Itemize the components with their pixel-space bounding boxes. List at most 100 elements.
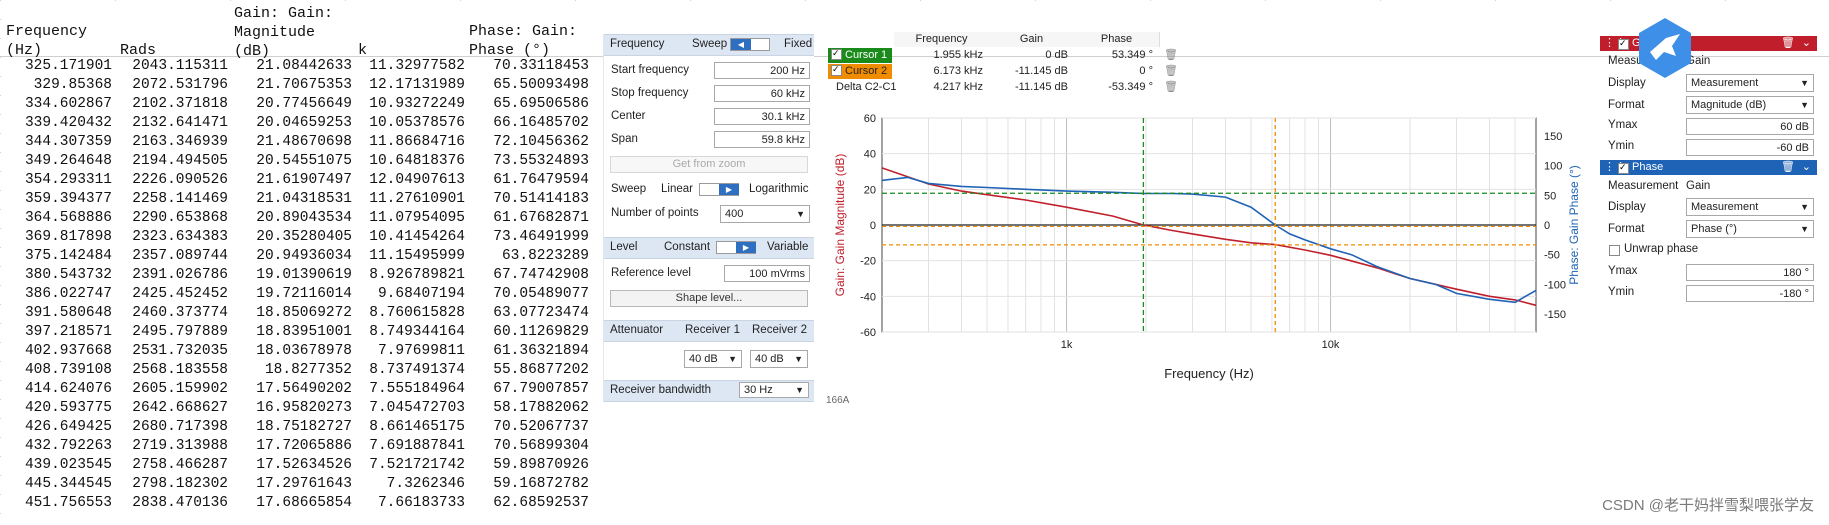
table-cell[interactable]: 349.264648 — [24, 153, 112, 169]
table-cell[interactable]: 344.307359 — [24, 134, 112, 150]
table-cell[interactable]: 20.89043534 — [256, 210, 352, 226]
table-cell[interactable]: 402.937668 — [24, 343, 112, 359]
table-cell[interactable]: 2226.090526 — [132, 172, 228, 188]
table-cell[interactable]: 63.8223289 — [501, 248, 589, 264]
cursor-visible-checkbox[interactable] — [831, 62, 842, 77]
sweep-fixed-toggle[interactable]: ◀ — [730, 38, 770, 51]
table-cell[interactable]: 17.56490202 — [256, 381, 352, 397]
table-cell[interactable]: 8.760615828 — [369, 305, 465, 321]
phase-ymax-input[interactable]: 180 ° — [1686, 264, 1814, 281]
table-cell[interactable]: 7.691887841 — [369, 438, 465, 454]
table-cell[interactable]: 62.68592537 — [493, 495, 589, 511]
table-cell[interactable]: 451.756553 — [24, 495, 112, 511]
table-cell[interactable]: 2531.732035 — [132, 343, 228, 359]
span-input[interactable]: 59.8 kHz — [714, 131, 810, 148]
table-cell[interactable]: 63.07723474 — [493, 305, 589, 321]
unwrap-phase-checkbox[interactable] — [1609, 245, 1620, 256]
table-cell[interactable]: 2838.470136 — [132, 495, 228, 511]
table-cell[interactable]: 2495.797889 — [132, 324, 228, 340]
col-header-phase[interactable]: Phase: Gain: Phase (°) — [469, 22, 577, 60]
phase-visible-checkbox[interactable] — [1618, 160, 1629, 175]
delete-cursor-icon[interactable]: 🗑 — [1164, 65, 1178, 77]
table-cell[interactable]: 67.74742908 — [493, 267, 589, 283]
table-cell[interactable]: 11.27610901 — [369, 191, 465, 207]
table-cell[interactable]: 2642.668627 — [132, 400, 228, 416]
table-cell[interactable]: 354.293311 — [24, 172, 112, 188]
table-cell[interactable]: 18.75182727 — [256, 419, 352, 435]
table-cell[interactable]: 17.52634526 — [256, 457, 352, 473]
table-cell[interactable]: 11.15495999 — [369, 248, 465, 264]
table-cell[interactable]: 2194.494505 — [132, 153, 228, 169]
table-cell[interactable]: 65.50093498 — [493, 77, 589, 93]
table-cell[interactable]: 58.17882062 — [493, 400, 589, 416]
delete-icon[interactable]: 🗑 — [1781, 161, 1795, 173]
table-cell[interactable]: 73.46491999 — [493, 229, 589, 245]
table-cell[interactable]: 7.555184964 — [369, 381, 465, 397]
table-cell[interactable]: 2460.373774 — [132, 305, 228, 321]
table-cell[interactable]: 72.10456362 — [493, 134, 589, 150]
col-header-frequency[interactable]: Frequency (Hz) — [6, 22, 87, 60]
table-cell[interactable]: 18.03678978 — [256, 343, 352, 359]
table-cell[interactable]: 2072.531796 — [132, 77, 228, 93]
table-cell[interactable]: 375.142484 — [24, 248, 112, 264]
table-cell[interactable]: 10.93272249 — [369, 96, 465, 112]
table-cell[interactable]: 2605.159902 — [132, 381, 228, 397]
table-cell[interactable]: 20.35280405 — [256, 229, 352, 245]
table-cell[interactable]: 12.04907613 — [369, 172, 465, 188]
table-cell[interactable]: 70.52067737 — [493, 419, 589, 435]
table-cell[interactable]: 2568.183558 — [132, 362, 228, 378]
table-cell[interactable]: 18.85069272 — [256, 305, 352, 321]
shape-level-button[interactable]: Shape level... — [610, 290, 808, 307]
table-cell[interactable]: 70.05489077 — [493, 286, 589, 302]
table-cell[interactable]: 59.89870926 — [493, 457, 589, 473]
table-cell[interactable]: 17.72065886 — [256, 438, 352, 454]
table-cell[interactable]: 11.86684716 — [369, 134, 465, 150]
receiver-2-attenuator-select[interactable]: 40 dB ▼ — [750, 350, 808, 368]
table-cell[interactable]: 2798.182302 — [132, 476, 228, 492]
table-cell[interactable]: 2102.371818 — [132, 96, 228, 112]
reference-level-input[interactable]: 100 mVrms — [724, 265, 810, 282]
table-cell[interactable]: 445.344545 — [24, 476, 112, 492]
table-cell[interactable]: 426.649425 — [24, 419, 112, 435]
table-cell[interactable]: 8.926789821 — [369, 267, 465, 283]
table-cell[interactable]: 339.420432 — [24, 115, 112, 131]
table-cell[interactable]: 2258.141469 — [132, 191, 228, 207]
bode-plot[interactable]: 60 40 20 0 -20 -40 -60 150 100 50 0 -50 -100 -150 1k… — [824, 100, 1594, 405]
table-cell[interactable]: 2357.089744 — [132, 248, 228, 264]
cursor-row[interactable]: Delta C2-C1 4.217 kHz -11.145 dB -53.349 ° 🗑 — [824, 80, 1194, 95]
table-cell[interactable]: 369.817898 — [24, 229, 112, 245]
phase-format-select[interactable]: Phase (°) ▼ — [1686, 220, 1814, 238]
attenuator-section-header[interactable]: Attenuator Receiver 1 Receiver 2 — [604, 320, 814, 342]
table-cell[interactable]: 334.602867 — [24, 96, 112, 112]
table-cell[interactable]: 12.17131989 — [369, 77, 465, 93]
table-cell[interactable]: 7.045472703 — [369, 400, 465, 416]
table-cell[interactable]: 359.394377 — [24, 191, 112, 207]
table-cell[interactable]: 21.04318531 — [256, 191, 352, 207]
col-header-rads[interactable]: Rads — [120, 41, 156, 60]
start-frequency-input[interactable]: 200 Hz — [714, 62, 810, 79]
receiver-bandwidth-select[interactable]: 30 Hz ▼ — [739, 382, 809, 398]
stop-frequency-input[interactable]: 60 kHz — [714, 85, 810, 102]
gain-ymin-input[interactable]: -60 dB — [1686, 139, 1814, 156]
table-cell[interactable]: 325.171901 — [24, 58, 112, 74]
phase-trace-header[interactable]: ⋮⋮ Phase 🗑 ⌄ — [1600, 160, 1817, 175]
table-cell[interactable]: 18.83951001 — [256, 324, 352, 340]
table-cell[interactable]: 11.07954095 — [369, 210, 465, 226]
constant-variable-toggle[interactable]: ▶ — [716, 241, 756, 254]
table-cell[interactable]: 10.05378576 — [369, 115, 465, 131]
table-cell[interactable]: 66.16485702 — [493, 115, 589, 131]
table-cell[interactable]: 432.792263 — [24, 438, 112, 454]
table-cell[interactable]: 73.55324893 — [493, 153, 589, 169]
number-of-points-select[interactable]: 400 ▼ — [720, 205, 810, 223]
table-cell[interactable]: 2758.466287 — [132, 457, 228, 473]
table-cell[interactable]: 2290.653868 — [132, 210, 228, 226]
col-header-k[interactable]: k — [358, 41, 367, 60]
table-cell[interactable]: 10.64818376 — [369, 153, 465, 169]
table-cell[interactable]: 19.01390619 — [256, 267, 352, 283]
table-cell[interactable]: 21.61907497 — [256, 172, 352, 188]
table-cell[interactable]: 9.68407194 — [377, 286, 465, 302]
table-cell[interactable]: 2163.346939 — [132, 134, 228, 150]
gain-format-select[interactable]: Magnitude (dB) ▼ — [1686, 96, 1814, 114]
table-cell[interactable]: 329.85368 — [33, 77, 112, 93]
table-cell[interactable]: 61.67682871 — [493, 210, 589, 226]
